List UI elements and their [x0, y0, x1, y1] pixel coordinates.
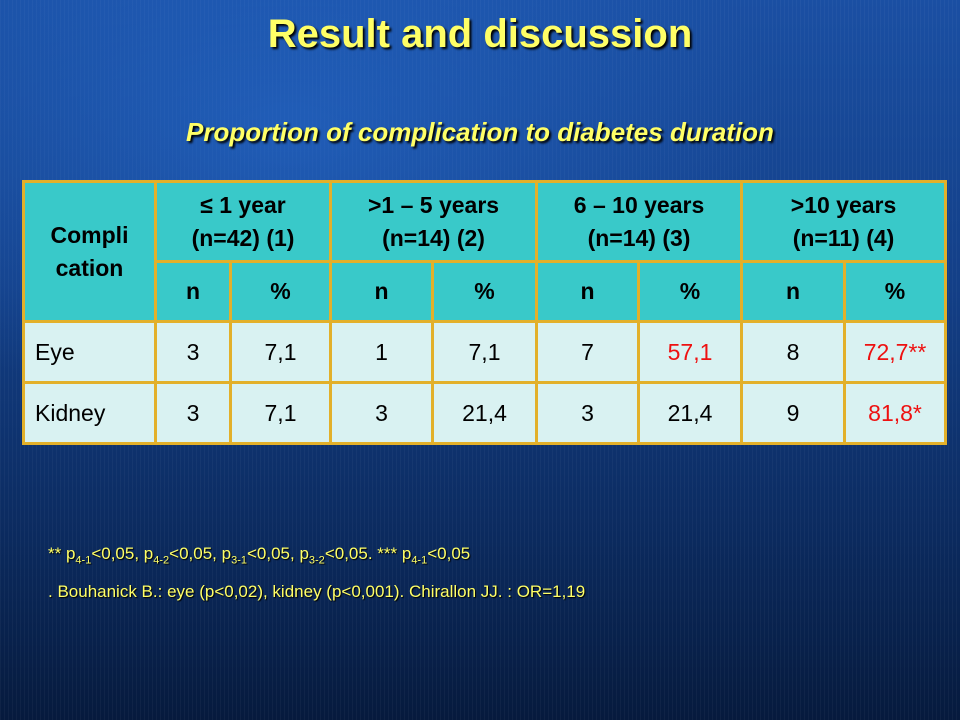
slide-title: Result and discussion	[267, 12, 693, 56]
header-group-4-line2: (n=11) (4)	[792, 224, 895, 251]
footnote-references: . Bouhanick B.: eye (p<0,02), kidney (p<…	[48, 582, 586, 602]
table-cell: 3	[154, 381, 232, 445]
header-group-1: ≤ 1 year (n=42) (1)	[153, 180, 333, 263]
subheader-n-2: n	[329, 260, 435, 323]
subheader-percent-1: %	[228, 260, 333, 323]
table-cell: 21,4	[431, 381, 539, 445]
header-group-1-line2: (n=42) (1)	[191, 224, 295, 251]
header-complication: Compli cation	[22, 180, 157, 323]
footnote-significance: ** p4-1<0,05, p4-2<0,05, p3-1<0,05, p3-2…	[48, 544, 471, 567]
table-cell: 7,1	[431, 320, 539, 384]
table-cell: 3	[154, 320, 232, 384]
table-cell: 9	[740, 381, 847, 445]
table-cell: 3	[535, 381, 641, 445]
header-group-2-line1: >1 – 5 years	[367, 191, 500, 218]
header-complication-line1: Compli	[50, 221, 129, 248]
table-cell-highlight: 57,1	[637, 320, 744, 384]
table-cell-highlight: 81,8*	[843, 381, 948, 445]
table-cell: 7,1	[228, 320, 333, 384]
header-group-4-line1: >10 years	[790, 191, 897, 218]
header-complication-line2: cation	[55, 254, 124, 281]
subheader-n-4: n	[740, 260, 847, 323]
header-group-1-line1: ≤ 1 year	[200, 191, 286, 218]
table-cell: 21,4	[637, 381, 744, 445]
row-label-eye: Eye	[22, 320, 157, 384]
slide-subtitle: Proportion of complication to diabetes d…	[186, 117, 774, 147]
subheader-n-3: n	[535, 260, 641, 323]
table-cell: 8	[740, 320, 847, 384]
header-group-3: 6 – 10 years (n=14) (3)	[535, 180, 744, 263]
table-cell: 7,1	[228, 381, 333, 445]
table-cell-highlight: 72,7**	[843, 320, 948, 384]
table-row-eye: Eye 3 7,1 1 7,1 7 57,1 8 72,7**	[22, 320, 948, 384]
header-group-2: >1 – 5 years (n=14) (2)	[329, 180, 539, 263]
header-group-2-line2: (n=14) (2)	[382, 224, 485, 251]
subheader-n-1: n	[154, 260, 232, 323]
table-row-kidney: Kidney 3 7,1 3 21,4 3 21,4 9 81,8*	[22, 381, 948, 445]
header-group-3-line1: 6 – 10 years	[573, 191, 705, 218]
table-cell: 1	[329, 320, 435, 384]
table-cell: 3	[329, 381, 435, 445]
subheader-percent-2: %	[431, 260, 539, 323]
subheader-percent-4: %	[843, 260, 948, 323]
header-group-3-line2: (n=14) (3)	[587, 224, 691, 251]
subheader-percent-3: %	[637, 260, 744, 323]
complication-table: Compli cation ≤ 1 year (n=42) (1) >1 – 5…	[22, 180, 948, 445]
row-label-kidney: Kidney	[22, 381, 157, 445]
footnotes: ** p4-1<0,05, p4-2<0,05, p3-1<0,05, p3-2…	[48, 544, 585, 618]
header-group-4: >10 years (n=11) (4)	[740, 180, 948, 263]
table-cell: 7	[535, 320, 641, 384]
